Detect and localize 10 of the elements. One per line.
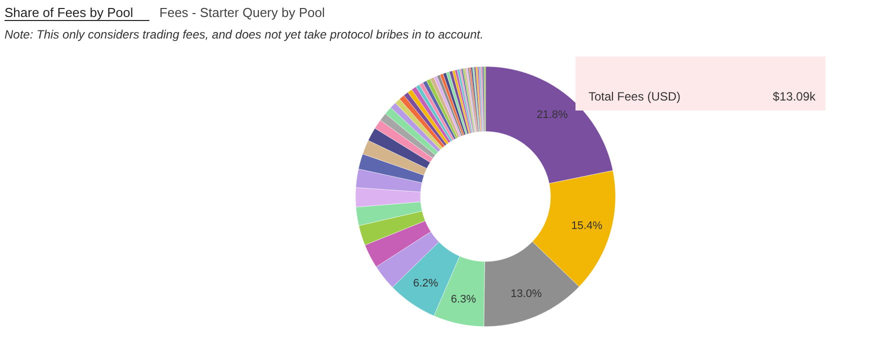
text: Total Fees (USD)	[588, 90, 681, 104]
text: Share of Fees by Pool	[4, 5, 134, 20]
data-label: 21.8%	[536, 108, 568, 121]
data-label: 6.2%	[413, 277, 438, 290]
text: $13.09k	[772, 90, 816, 104]
data-label: 6.3%	[450, 294, 476, 306]
text: Note: This only considers trading fees, and does not yet take protocol bribes in to account.	[4, 28, 484, 42]
data-label: 13.0%	[510, 288, 542, 300]
text: Fees - Starter Query by Pool	[159, 5, 325, 20]
data-label: 15.4%	[571, 220, 603, 232]
